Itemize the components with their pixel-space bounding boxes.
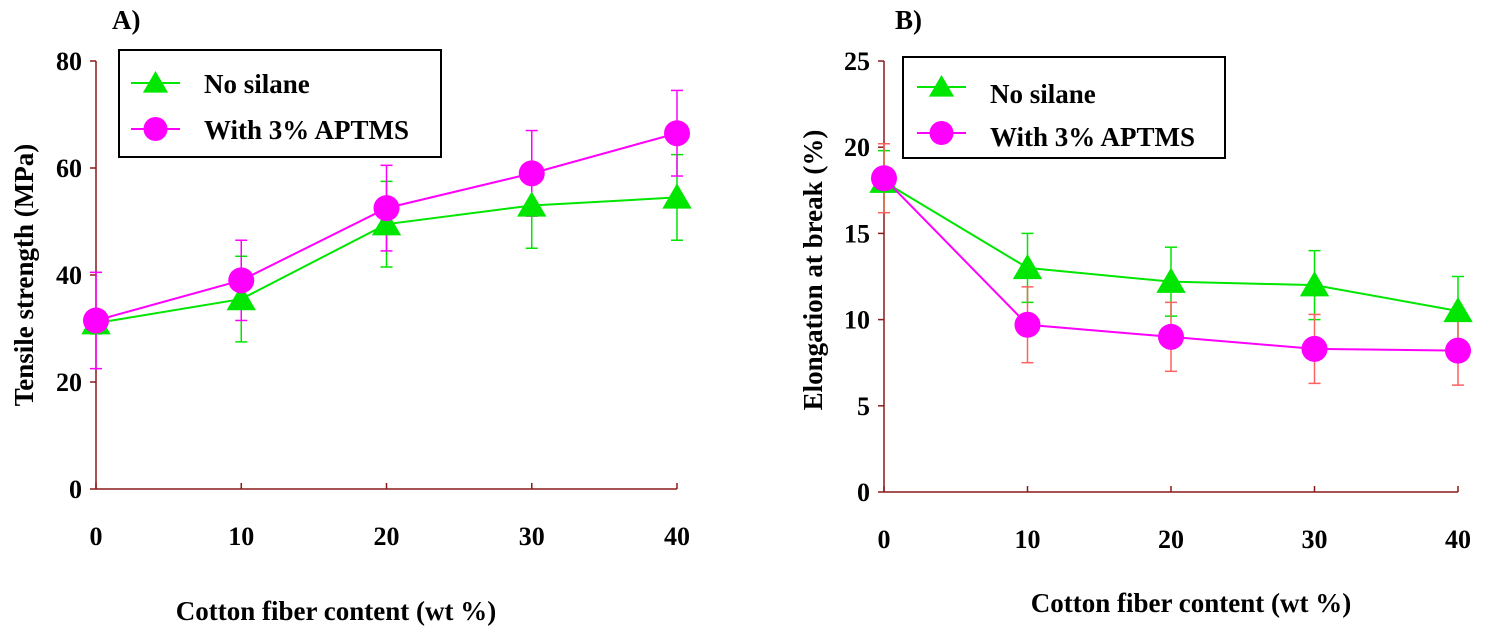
- y-tick-label: 20: [844, 133, 870, 162]
- y-axis-title: Elongation at break (%): [798, 130, 828, 411]
- data-point-triangle: [1156, 267, 1186, 293]
- x-axis-title: Cotton fiber content (wt %): [176, 596, 496, 626]
- y-tick-label: 80: [56, 47, 82, 76]
- x-tick-label: 10: [228, 522, 254, 551]
- data-point-triangle: [517, 191, 547, 217]
- data-point-triangle: [1012, 253, 1043, 280]
- panel-b-elongation-at-break: B) Cotton fiber content (wt %) Elongatio…: [798, 5, 1473, 618]
- panel-label: B): [895, 5, 922, 35]
- x-tick-label: 30: [1302, 525, 1328, 554]
- x-tick-label: 40: [1445, 525, 1471, 554]
- legend-label-no-silane: No silane: [204, 69, 310, 99]
- legend: No silane With 3% APTMS: [118, 49, 442, 158]
- x-tick-label: 0: [90, 522, 103, 551]
- y-tick-label: 60: [56, 154, 82, 183]
- plot-area: 0 20 40 60 80 0 10 20 30 40: [56, 47, 692, 551]
- y-tick-label: 25: [844, 47, 870, 76]
- data-point-triangle: [1299, 271, 1330, 297]
- x-tick-label: 20: [374, 522, 400, 551]
- data-point-circle: [1158, 323, 1184, 350]
- x-tick-label: 10: [1015, 525, 1041, 554]
- data-point-circle: [664, 120, 690, 147]
- legend-label-no-silane: No silane: [990, 79, 1096, 109]
- y-tick-label: 15: [844, 219, 870, 248]
- data-point-triangle: [1443, 296, 1473, 323]
- plot-area: 0 5 10 15 20 25 0 10 20 30 40: [844, 47, 1473, 554]
- data-point-circle: [1445, 337, 1471, 364]
- y-tick-label: 20: [56, 368, 82, 397]
- x-axis-title: Cotton fiber content (wt %): [1031, 588, 1351, 618]
- data-point-triangle: [226, 285, 256, 311]
- legend-label-aptms: With 3% APTMS: [990, 122, 1195, 152]
- data-point-circle: [1014, 311, 1041, 338]
- panel-label: A): [112, 5, 141, 35]
- legend: No silane With 3% APTMS: [902, 56, 1226, 159]
- data-point-triangle: [662, 183, 692, 209]
- data-point-circle: [871, 165, 897, 192]
- legend-triangle-icon: [142, 71, 169, 93]
- y-tick-label: 40: [56, 261, 82, 290]
- x-tick-label: 0: [878, 525, 891, 554]
- panel-a-tensile-strength: A) Cotton fiber content (wt %) Tensile s…: [9, 5, 692, 626]
- legend-box: [118, 49, 442, 158]
- data-point-circle: [373, 195, 400, 222]
- data-point-circle: [1301, 335, 1328, 362]
- y-tick-label: 5: [857, 392, 870, 421]
- data-point-triangle: [371, 210, 402, 236]
- data-point-circle: [518, 160, 545, 187]
- legend-triangle-icon: [928, 75, 955, 97]
- y-tick-label: 10: [844, 306, 870, 335]
- x-tick-label: 40: [664, 522, 690, 551]
- y-tick-label: 0: [857, 478, 870, 507]
- y-tick-label: 0: [69, 475, 82, 504]
- data-point-circle: [83, 307, 109, 334]
- x-tick-label: 30: [519, 522, 545, 551]
- y-axis-title: Tensile strength (MPa): [9, 144, 39, 407]
- x-tick-label: 20: [1158, 525, 1184, 554]
- legend-circle-icon: [143, 117, 168, 141]
- legend-circle-icon: [929, 121, 954, 145]
- data-point-circle: [228, 267, 255, 294]
- legend-label-aptms: With 3% APTMS: [204, 115, 409, 145]
- legend-box: [902, 56, 1226, 159]
